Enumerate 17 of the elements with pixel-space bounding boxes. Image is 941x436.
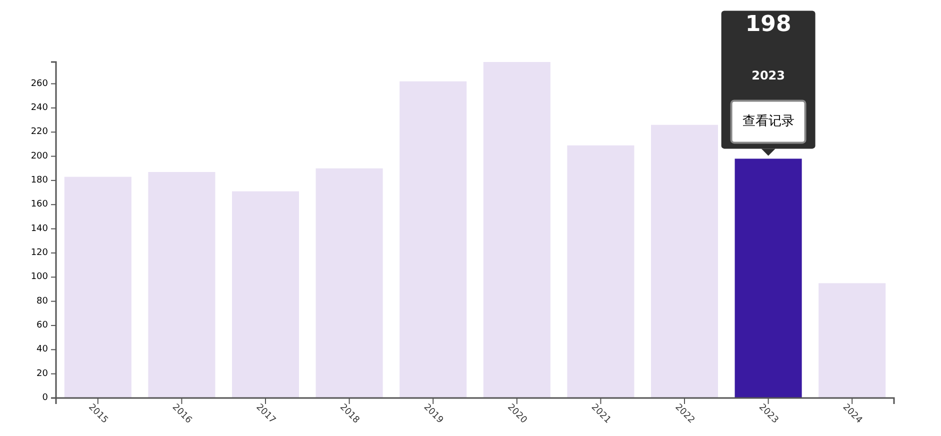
text: 198 (745, 12, 792, 38)
annotation: 2023 (752, 68, 786, 83)
y-tick-label: 220 (30, 127, 48, 138)
y-tick-label: 240 (30, 102, 48, 113)
y-tick-label: 80 (36, 296, 48, 306)
y-tick-label: 20 (36, 368, 48, 379)
annotation: 查看记录 (742, 114, 794, 130)
y-tick-label: 60 (36, 320, 48, 330)
y-tick-label: 260 (30, 78, 48, 89)
y-tick-label: 0 (42, 393, 48, 403)
y-tick-label: 140 (30, 224, 48, 234)
y-tick-label: 120 (30, 248, 48, 258)
y-tick-label: 100 (30, 272, 48, 282)
y-tick-label: 200 (30, 151, 48, 162)
y-tick-label: 180 (30, 175, 48, 186)
y-tick-label: 160 (30, 200, 48, 210)
y-tick-label: 40 (36, 344, 48, 355)
